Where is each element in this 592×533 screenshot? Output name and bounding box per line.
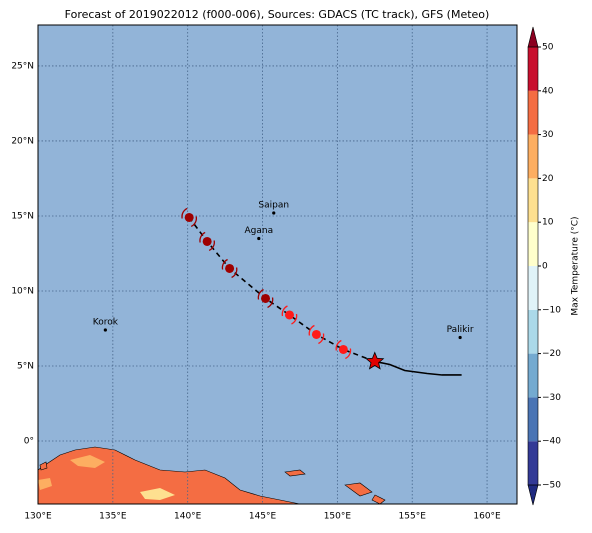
city-marker — [458, 335, 462, 340]
title: Forecast of 2019022012 (f000-006), Sourc… — [65, 8, 490, 21]
x-tick-label: 145°E — [249, 512, 277, 522]
colorbar-tick-label: −20 — [542, 349, 561, 359]
x-tick-label: 140°E — [174, 512, 202, 522]
colorbar-band — [528, 397, 538, 442]
city-label: Korok — [93, 317, 119, 327]
city-label: Palikir — [447, 325, 474, 335]
storm-position — [338, 344, 348, 354]
colorbar-band — [528, 222, 538, 266]
storm-position — [225, 263, 235, 273]
storm-position — [365, 351, 385, 370]
city-marker — [103, 328, 107, 332]
colorbar-band — [528, 178, 538, 223]
colorbar-band — [528, 266, 538, 310]
colorbar-extension — [527, 484, 539, 506]
land — [38, 446, 386, 504]
x-tick-label: 155°E — [399, 512, 427, 522]
colorbar-tick-label: −10 — [542, 305, 561, 315]
colorbar-tick-label: 40 — [542, 86, 554, 96]
colorbar-tick-label: 50 — [542, 43, 554, 53]
storm-symbol — [281, 305, 298, 325]
ocean — [38, 25, 517, 504]
past-track — [374, 360, 462, 376]
colorbar-band — [528, 90, 538, 135]
city-label: Agana — [244, 226, 273, 236]
city-marker — [272, 211, 276, 215]
y-tick-label: 25°N — [11, 61, 34, 71]
storm-position — [284, 310, 294, 320]
city-label: Saipan — [258, 200, 289, 210]
colorbar-tick-label: −50 — [542, 481, 561, 491]
storm-symbol — [199, 231, 215, 252]
colorbar-band — [528, 47, 538, 91]
colorbar-band — [528, 309, 538, 354]
colorbar-band — [528, 353, 538, 398]
map-frame — [37, 24, 518, 505]
x-tick-label: 135°E — [99, 512, 127, 522]
y-tick-label: 5°N — [17, 361, 34, 371]
x-tick-label: 160°E — [473, 512, 501, 522]
colorbar-tick-label: −30 — [542, 393, 561, 403]
storm-position — [261, 293, 271, 303]
colorbar-label: Max Temperature (°C) — [571, 216, 581, 315]
storm-position — [184, 212, 194, 222]
colorbar-band — [528, 134, 538, 179]
y-tick-label: 20°N — [11, 136, 34, 146]
forecast-track — [188, 216, 376, 363]
storm-symbol — [335, 339, 352, 360]
x-tick-label: 130°E — [24, 512, 52, 522]
city-marker — [257, 236, 261, 241]
colorbar-tick-label: 10 — [542, 218, 554, 228]
y-tick-label: 0° — [24, 436, 34, 446]
colorbar-band — [528, 441, 538, 485]
colorbar-tick-label: 0 — [542, 262, 548, 272]
storm-symbol — [221, 258, 238, 279]
storm-symbol — [257, 288, 274, 309]
colorbar-tick-label: −40 — [542, 437, 561, 447]
colorbar-tick-label: 20 — [542, 174, 554, 184]
storm-symbol — [308, 324, 325, 345]
storm-position — [311, 329, 321, 339]
colorbar-extension — [527, 26, 539, 48]
storm-position — [202, 236, 212, 246]
y-tick-label: 10°N — [11, 286, 34, 296]
y-tick-label: 15°N — [11, 211, 34, 221]
storm-symbol — [181, 207, 198, 228]
x-tick-label: 150°E — [324, 512, 352, 522]
colorbar-tick-label: 30 — [542, 130, 554, 140]
